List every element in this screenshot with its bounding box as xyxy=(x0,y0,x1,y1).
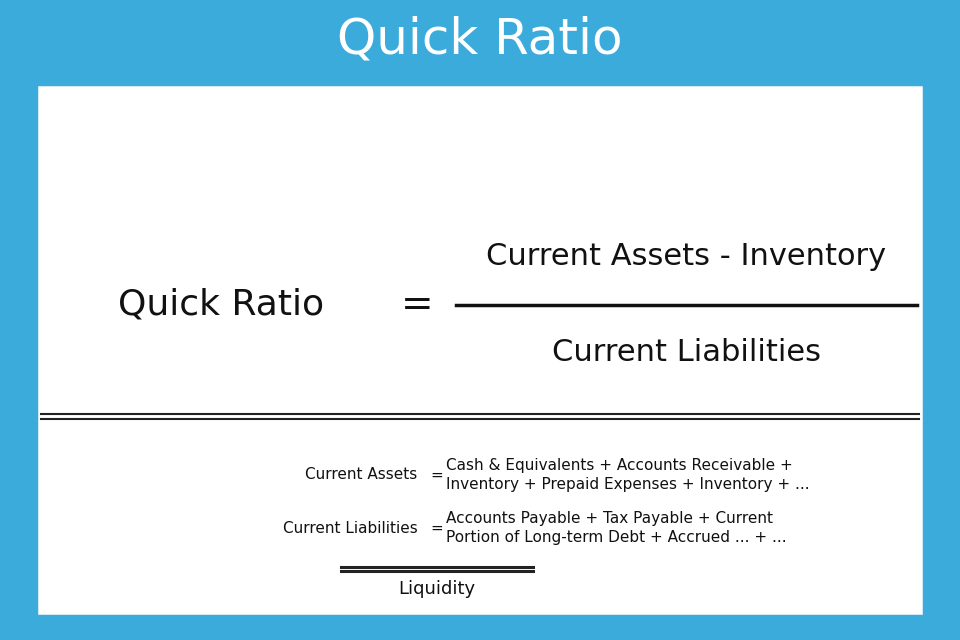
Text: Liquidity: Liquidity xyxy=(398,580,475,598)
Text: Current Liabilities: Current Liabilities xyxy=(552,339,821,367)
Text: Current Assets - Inventory: Current Assets - Inventory xyxy=(487,243,886,271)
Text: Quick Ratio: Quick Ratio xyxy=(118,288,324,322)
Text: =: = xyxy=(430,467,444,483)
Text: Current Liabilities: Current Liabilities xyxy=(283,520,418,536)
Text: Current Assets: Current Assets xyxy=(305,467,418,483)
Text: Accounts Payable + Tax Payable + Current: Accounts Payable + Tax Payable + Current xyxy=(446,511,774,525)
Text: =: = xyxy=(430,520,444,536)
Text: Quick Ratio: Quick Ratio xyxy=(337,15,623,63)
Text: Inventory + Prepaid Expenses + Inventory + ...: Inventory + Prepaid Expenses + Inventory… xyxy=(446,477,810,492)
Text: Cash & Equivalents + Accounts Receivable +: Cash & Equivalents + Accounts Receivable… xyxy=(446,458,793,472)
Bar xyxy=(36,84,924,616)
Text: =: = xyxy=(401,286,434,324)
Text: Portion of Long-term Debt + Accrued ... + ...: Portion of Long-term Debt + Accrued ... … xyxy=(446,531,787,545)
